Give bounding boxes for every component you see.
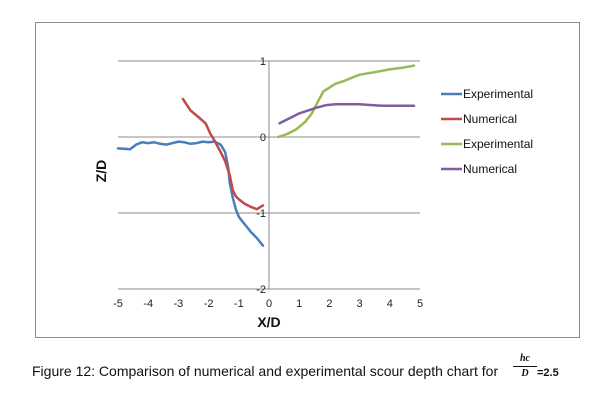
legend-label-3: Numerical bbox=[463, 162, 517, 176]
series-line-3 bbox=[278, 103, 416, 125]
x-tick-label-3: -2 bbox=[204, 298, 214, 310]
legend: Experimental Numerical Experimental Numeric… bbox=[441, 87, 533, 176]
fraction-denominator: D bbox=[521, 368, 529, 379]
caption-fraction: hc D bbox=[513, 353, 537, 380]
y-tick-label-3: -2 bbox=[256, 284, 266, 296]
figure-caption: Figure 12: Comparison of numerical and e… bbox=[32, 363, 499, 379]
y-axis-title: Z/D bbox=[93, 160, 109, 183]
legend-label-2: Experimental bbox=[463, 137, 533, 151]
series-line-1 bbox=[181, 97, 265, 211]
series-line-2 bbox=[276, 64, 416, 139]
x-tick-label-10: 5 bbox=[417, 298, 423, 310]
x-tick-label-0: -5 bbox=[113, 298, 123, 310]
x-tick-label-4: -1 bbox=[234, 298, 244, 310]
x-tick-label-5: 0 bbox=[266, 298, 272, 310]
y-tick-label-2: -1 bbox=[256, 208, 266, 220]
x-axis-title: X/D bbox=[257, 314, 280, 330]
x-tick-label-9: 4 bbox=[387, 298, 393, 310]
x-tick-label-7: 2 bbox=[326, 298, 332, 310]
legend-label-0: Experimental bbox=[463, 87, 533, 101]
x-tick-label-8: 3 bbox=[357, 298, 363, 310]
x-tick-label-1: -4 bbox=[143, 298, 153, 310]
chart-frame: -5 -4 -3 -2 -1 0 1 2 3 4 5 1 0 -1 -2 X/D Z/D Experimental… bbox=[35, 22, 580, 338]
legend-label-1: Numerical bbox=[463, 112, 517, 126]
series-line-0 bbox=[116, 140, 265, 247]
fraction-value: =2.5 bbox=[537, 367, 559, 379]
x-tick-label-6: 1 bbox=[296, 298, 302, 310]
fraction-numerator: hc bbox=[513, 353, 537, 367]
x-tick-label-2: -3 bbox=[174, 298, 184, 310]
y-tick-label-1: 0 bbox=[260, 132, 266, 144]
scour-depth-chart: -5 -4 -3 -2 -1 0 1 2 3 4 5 1 0 -1 -2 X/D Z/D Experimental… bbox=[93, 56, 533, 330]
y-tick-label-0: 1 bbox=[260, 56, 266, 68]
